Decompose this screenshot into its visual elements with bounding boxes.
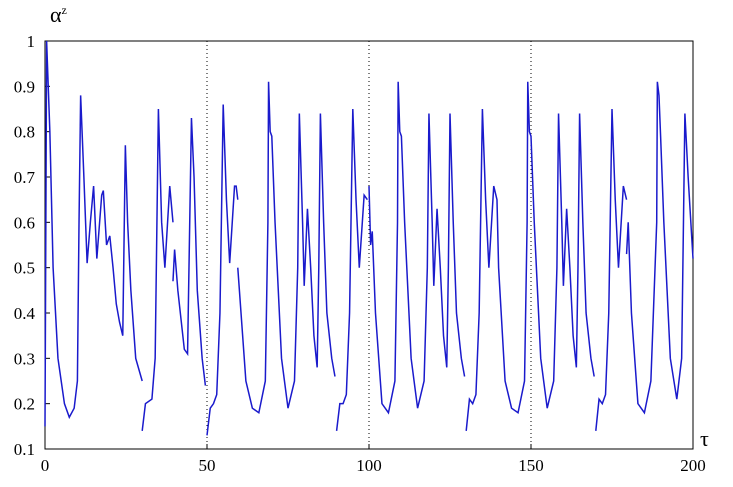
y-axis-label: αz xyxy=(50,2,67,27)
plot-frame xyxy=(44,40,694,450)
y-tick-label: 0.7 xyxy=(14,168,36,187)
x-tick-label: 50 xyxy=(199,456,216,475)
y-tick-label: 0.3 xyxy=(14,349,35,368)
y-label-sup: z xyxy=(62,3,67,17)
x-tick-label: 0 xyxy=(41,456,50,475)
data-line xyxy=(44,40,694,436)
y-tick-label: 0.9 xyxy=(14,77,35,96)
y-tick-label: 0.6 xyxy=(14,213,35,232)
x-axis-label: τ xyxy=(700,426,709,451)
y-tick-label: 0.2 xyxy=(14,395,35,414)
y-label-main: α xyxy=(50,2,62,27)
y-tick-label: 0.4 xyxy=(14,304,36,323)
x-tick-label: 100 xyxy=(356,456,382,475)
y-tick-label: 0.5 xyxy=(14,259,35,278)
y-tick-label: 0.1 xyxy=(14,440,35,459)
y-tick-label: 1 xyxy=(27,32,36,51)
x-tick-label: 200 xyxy=(680,456,706,475)
y-tick-label: 0.8 xyxy=(14,123,35,142)
x-tick-label: 150 xyxy=(518,456,544,475)
